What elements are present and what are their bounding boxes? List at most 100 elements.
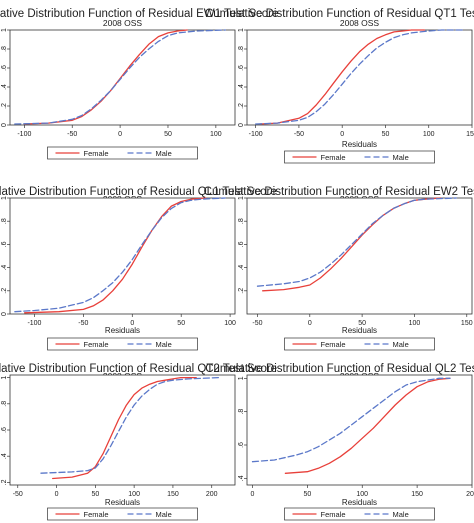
legend-box	[284, 337, 435, 351]
x-tick-label: 0	[118, 131, 122, 138]
chart-subtitle: 2008 OSS	[103, 18, 143, 28]
legend-label-male: Male	[393, 340, 409, 349]
legend-label-female: Female	[84, 149, 109, 158]
y-tick-label: .2	[1, 288, 8, 294]
chart-title: Cumulative Distribution Function of Resi…	[0, 8, 278, 20]
legend-box	[47, 507, 198, 521]
chart-title: Cumulative Distribution Function of Resi…	[0, 363, 277, 375]
y-tick-label: .4	[238, 475, 245, 481]
legend-label-male: Male	[393, 510, 409, 519]
x-tick-label: 100	[423, 131, 435, 138]
legend-box	[47, 146, 198, 160]
y-tick-label: .2	[1, 479, 8, 485]
y-tick-label: .6	[1, 427, 8, 433]
series-line-female	[259, 29, 426, 125]
x-tick-label: 50	[177, 320, 185, 327]
series-line-male	[14, 197, 226, 313]
y-tick-label: 0	[1, 123, 8, 127]
plot-frame	[9, 197, 236, 315]
x-axis-label: Residuals	[342, 326, 377, 335]
y-tick-label: .6	[238, 442, 245, 448]
series-line-male	[256, 197, 457, 287]
x-tick-label: 200	[206, 491, 218, 498]
plot-frame	[9, 29, 236, 126]
y-tick-label: .2	[1, 103, 8, 109]
x-tick-label: 0	[308, 320, 312, 327]
x-tick-label: 150	[461, 320, 473, 327]
x-tick-label: 50	[358, 320, 366, 327]
legend-label-female: Female	[321, 340, 346, 349]
y-tick-label: 1	[238, 376, 245, 380]
plot-frame	[246, 29, 473, 126]
legend-label-female: Female	[84, 510, 109, 519]
y-tick-label: .4	[1, 84, 8, 90]
x-tick-label: 0	[251, 491, 255, 498]
x-axis-label: Residuals	[105, 326, 140, 335]
x-tick-label: -100	[249, 131, 263, 138]
series-line-male	[14, 29, 227, 125]
x-tick-label: -50	[78, 320, 88, 327]
y-tick-label: .2	[238, 103, 245, 109]
x-tick-label: -100	[27, 320, 41, 327]
x-tick-label: 50	[164, 131, 172, 138]
x-tick-label: 200	[466, 491, 474, 498]
x-tick-label: 100	[210, 131, 222, 138]
y-tick-label: 1	[1, 28, 8, 32]
y-tick-label: 1	[238, 196, 245, 200]
x-tick-label: 0	[55, 491, 59, 498]
legend-label-male: Male	[156, 149, 172, 158]
y-tick-label: 1	[1, 376, 8, 380]
series-line-male	[40, 376, 221, 474]
legend-box	[284, 150, 435, 164]
plot-frame	[9, 374, 236, 486]
series-line-female	[24, 197, 207, 314]
x-tick-label: -50	[294, 131, 304, 138]
chart-title: Cumulative Distribution Function of Resi…	[0, 186, 277, 198]
x-tick-label: -50	[252, 320, 262, 327]
legend-label-male: Male	[156, 510, 172, 519]
chart-panel-3: Cumulative Distribution Function of Resi…	[0, 186, 277, 351]
legend-label-female: Female	[84, 340, 109, 349]
y-tick-label: .8	[238, 218, 245, 224]
legend-box	[47, 337, 198, 351]
x-tick-label: 150	[167, 491, 179, 498]
y-tick-label: 0	[238, 123, 245, 127]
y-tick-label: 0	[1, 312, 8, 316]
y-tick-label: .4	[238, 265, 245, 271]
x-tick-label: 50	[91, 491, 99, 498]
legend-label-female: Female	[321, 153, 346, 162]
x-tick-label: -50	[67, 131, 77, 138]
chart-panel-2: Cumulative Distribution Function of Resi…	[205, 8, 474, 164]
chart-title: Cumulative Distribution Function of Resi…	[204, 186, 474, 198]
y-tick-label: .8	[1, 401, 8, 407]
x-tick-label: 100	[409, 320, 421, 327]
x-tick-label: 50	[382, 131, 390, 138]
chart-title: Cumulative Distribution Function of Resi…	[205, 8, 474, 20]
legend-label-male: Male	[156, 340, 172, 349]
y-tick-label: .6	[238, 241, 245, 247]
chart-panel-6: Cumulative Distribution Function of Resi…	[205, 363, 474, 521]
legend-label-female: Female	[321, 510, 346, 519]
y-tick-label: 1	[238, 28, 245, 32]
y-tick-label: .4	[238, 84, 245, 90]
plot-frame	[246, 197, 473, 315]
legend-box	[284, 507, 435, 521]
y-tick-label: .4	[1, 453, 8, 459]
x-tick-label: -50	[13, 491, 23, 498]
chart-subtitle: 2008 OSS	[340, 18, 380, 28]
y-tick-label: .8	[1, 46, 8, 52]
x-axis-label: Residuals	[342, 498, 377, 507]
y-tick-label: .8	[238, 409, 245, 415]
x-tick-label: -100	[17, 131, 31, 138]
chart-title: Cumulative Distribution Function of Resi…	[205, 363, 474, 375]
x-tick-label: 0	[340, 131, 344, 138]
chart-panel-4: Cumulative Distribution Function of Resi…	[204, 186, 474, 351]
x-tick-label: 100	[128, 491, 140, 498]
plot-frame	[246, 374, 473, 486]
x-tick-label: 150	[466, 131, 474, 138]
y-tick-label: .6	[1, 65, 8, 71]
y-tick-label: .8	[1, 218, 8, 224]
x-tick-label: 150	[411, 491, 423, 498]
y-tick-label: 1	[1, 196, 8, 200]
